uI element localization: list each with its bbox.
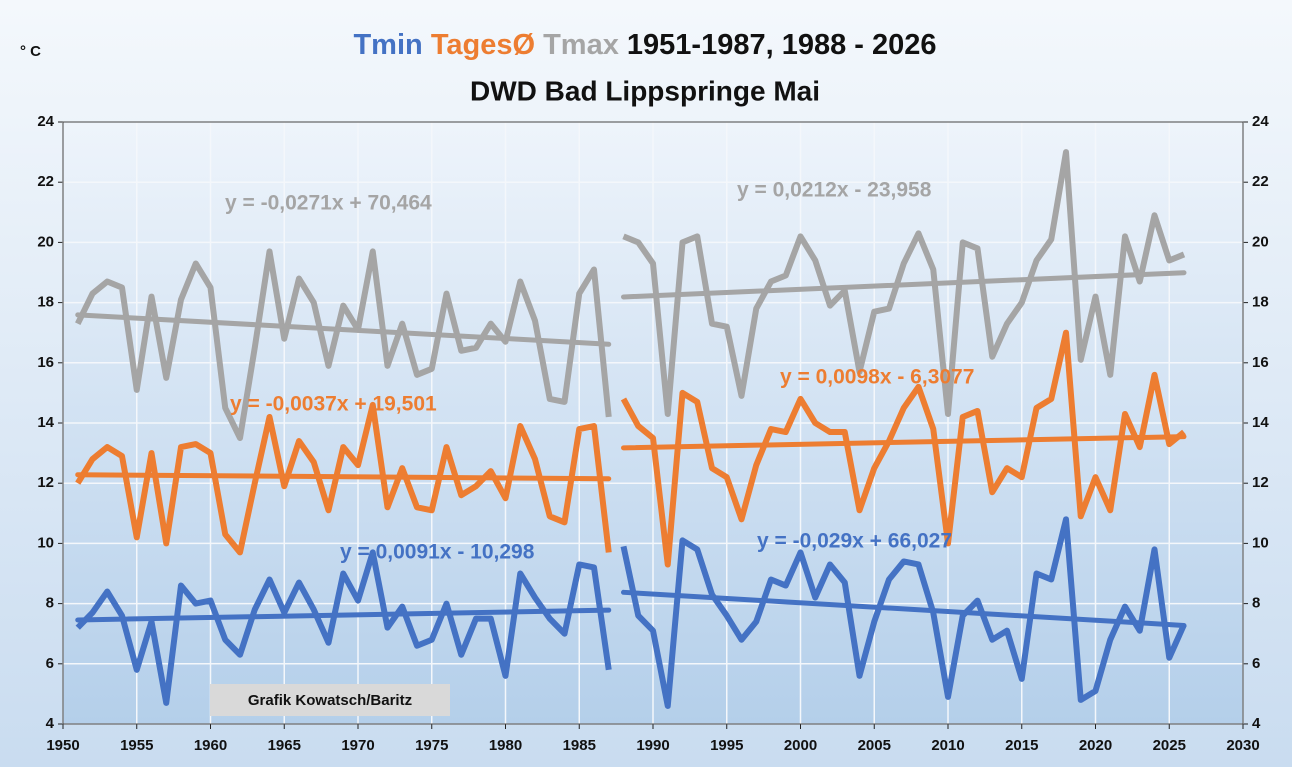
trend-equation: y = -0,0037x + 19,501 <box>230 393 437 416</box>
x-tick-label: 1955 <box>120 737 153 754</box>
y-tick-label: 16 <box>37 354 54 371</box>
title-years: 1951-1987, 1988 - 2026 <box>627 29 937 61</box>
y2-tick-label: 8 <box>1252 595 1260 612</box>
trend-line <box>75 472 612 482</box>
y2-tick-label: 12 <box>1252 474 1269 491</box>
y2-tick-label: 10 <box>1252 534 1269 551</box>
x-tick-label: 2025 <box>1153 737 1186 754</box>
y-tick-label: 18 <box>37 294 54 311</box>
x-tick-label: 2015 <box>1005 737 1038 754</box>
series-line <box>75 516 1187 709</box>
annotation: Grafik Kowatsch/Baritz <box>248 692 412 709</box>
trend-equation: y = 0,0098x - 6,3077 <box>780 366 974 389</box>
x-tick-label: 1985 <box>563 737 596 754</box>
y-tick-label: 20 <box>37 233 54 250</box>
trend-line <box>621 589 1187 628</box>
y-tick-label: 12 <box>37 474 54 491</box>
marks: y = 0,0091x - 10,298 y = -0,029x + 66,027… <box>75 149 1187 709</box>
chart-title: Tmin TagesØ Tmax 1951-1987, 1988 - 2026 <box>353 29 936 61</box>
y2-tick-label: 24 <box>1252 113 1269 130</box>
trend-line <box>75 312 612 347</box>
trend-line <box>621 270 1187 300</box>
x-tick-label: 2020 <box>1079 737 1112 754</box>
y-tick-label: 8 <box>46 595 54 612</box>
title-tmin: Tmin <box>353 29 422 61</box>
title-tmax: Tmax <box>543 29 619 61</box>
series-line <box>75 329 1186 568</box>
trend-equation: y = -0,0271x + 70,464 <box>225 192 432 215</box>
x-tick-label: 2005 <box>858 737 891 754</box>
y-tick-label: 4 <box>46 715 55 732</box>
x-tick-label: 2000 <box>784 737 817 754</box>
y2-tick-label: 16 <box>1252 354 1269 371</box>
x-tick-label: 1995 <box>710 737 743 754</box>
x-tick-label: 1965 <box>268 737 301 754</box>
x-tick-label: 1950 <box>46 737 79 754</box>
y2-tick-label: 18 <box>1252 294 1269 311</box>
x-tick-label: 1975 <box>415 737 448 754</box>
y2-tick-label: 22 <box>1252 173 1269 190</box>
y2-tick-label: 4 <box>1252 715 1261 732</box>
y-tick-label: 22 <box>37 173 54 190</box>
trend-equation: y = -0,029x + 66,027 <box>757 530 952 553</box>
y2-tick-label: 14 <box>1252 414 1269 431</box>
plot-border <box>62 121 1244 725</box>
x-tick-label: 2010 <box>931 737 964 754</box>
y-tick-label: 6 <box>46 655 54 672</box>
title-tages: TagesØ <box>431 29 535 61</box>
x-tick-label: 1990 <box>636 737 669 754</box>
grid: 4 6 8 10 12 14 16 18 20 22 24 4 6 8 10 12 14 16 18 20 22 24 19… <box>37 113 1269 754</box>
y-tick-label: 10 <box>37 534 54 551</box>
y2-tick-label: 6 <box>1252 655 1260 672</box>
x-tick-label: 1980 <box>489 737 522 754</box>
trend-equation: y = 0,0091x - 10,298 <box>340 541 535 564</box>
x-tick-label: 1970 <box>341 737 374 754</box>
series-line <box>75 149 1186 442</box>
trend-line <box>75 607 612 623</box>
x-tick-label: 2030 <box>1226 737 1259 754</box>
y-axis-unit: ° C <box>20 43 41 60</box>
annotation-box <box>210 684 450 716</box>
trend-line <box>621 434 1187 451</box>
y-tick-label: 14 <box>37 414 54 431</box>
x-tick-label: 1960 <box>194 737 227 754</box>
y-tick-label: 24 <box>37 113 54 130</box>
trend-equation: y = 0,0212x - 23,958 <box>737 179 932 202</box>
y2-tick-label: 20 <box>1252 233 1269 250</box>
chart-subtitle: DWD Bad Lippspringe Mai <box>470 75 820 106</box>
